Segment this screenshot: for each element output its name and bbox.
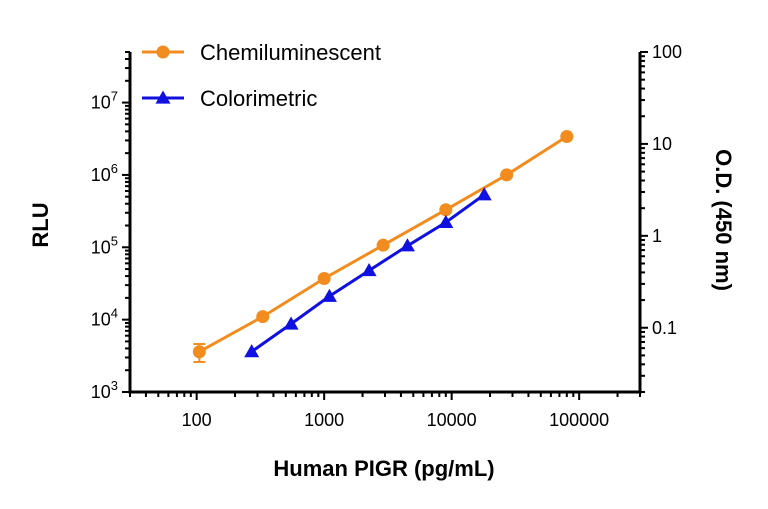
data-point [500, 168, 514, 182]
y-tick-label: 104 [91, 306, 118, 330]
data-point [399, 238, 415, 252]
axes: 100 1000 10000 100000 103 104 105 106 107 0.1 1 10 1… [91, 42, 682, 430]
y-tick-label: 105 [91, 233, 118, 257]
data-point [439, 203, 453, 217]
data-point [438, 214, 454, 229]
data-point [283, 316, 299, 330]
legend-entry: Colorimetric [142, 86, 317, 111]
data-point [560, 129, 574, 143]
data-point [317, 272, 331, 286]
series-colorimetric [244, 187, 492, 358]
series-layer [192, 129, 574, 363]
y2-tick-label: 10 [652, 134, 672, 154]
x-tick-label: 10000 [427, 410, 477, 430]
data-point [244, 344, 260, 358]
data-point [256, 310, 270, 324]
legend-label: Chemiluminescent [200, 40, 381, 65]
y2-tick-label: 1 [652, 226, 662, 246]
x-tick-label: 100000 [549, 410, 609, 430]
y-tick-label: 103 [91, 378, 118, 402]
data-point [361, 262, 377, 277]
legend-marker [155, 90, 171, 104]
x-tick-label: 1000 [304, 410, 344, 430]
legend-marker [156, 45, 170, 59]
data-point [476, 187, 492, 201]
data-point [376, 238, 390, 252]
y2-axis-title: O.D. (450 nm) [711, 149, 736, 291]
y-tick-label: 107 [91, 89, 118, 113]
legend-entry: Chemiluminescent [142, 40, 381, 65]
y2-tick-label: 100 [652, 42, 682, 62]
legend-label: Colorimetric [200, 86, 317, 111]
legend: Chemiluminescent Colorimetric [142, 40, 381, 111]
x-tick-label: 100 [182, 410, 212, 430]
y2-tick-label: 0.1 [652, 318, 677, 338]
series-chemiluminescent [192, 129, 574, 363]
data-point [192, 345, 206, 359]
x-axis-title: Human PIGR (pg/mL) [273, 456, 494, 481]
data-point [321, 288, 337, 302]
y-tick-label: 106 [91, 161, 118, 185]
y-axis-title: RLU [28, 202, 53, 247]
